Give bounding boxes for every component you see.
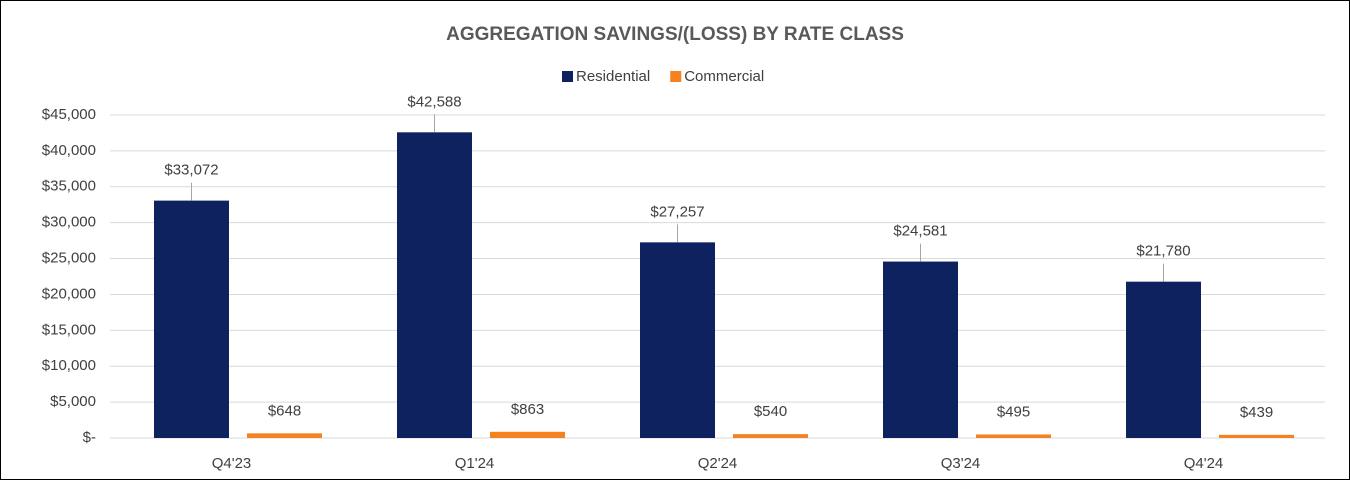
chart-title: AGGREGATION SAVINGS/(LOSS) BY RATE CLASS	[446, 24, 904, 45]
data-label: $648	[268, 402, 301, 419]
data-label: $33,072	[164, 162, 218, 179]
y-tick-label: $40,000	[42, 142, 96, 159]
legend-label: Commercial	[684, 68, 764, 85]
y-tick-label: $30,000	[42, 214, 96, 231]
legend-label: Residential	[576, 68, 650, 85]
data-label: $863	[511, 401, 544, 418]
data-label: $540	[754, 403, 787, 420]
y-tick-label: $35,000	[42, 178, 96, 195]
bar	[883, 261, 958, 438]
data-label: $439	[1240, 404, 1273, 421]
x-tick-label: Q3'24	[941, 455, 981, 472]
x-tick-label: Q1'24	[455, 455, 495, 472]
data-label: $24,581	[893, 223, 947, 240]
y-tick-label: $10,000	[42, 357, 96, 374]
data-label: $21,780	[1136, 243, 1190, 260]
bar	[640, 242, 715, 438]
bar	[1126, 281, 1201, 438]
data-label: $27,257	[650, 203, 704, 220]
y-tick-label: $-	[83, 429, 96, 446]
data-label: $42,588	[407, 93, 461, 110]
bar	[490, 431, 565, 438]
y-tick-label: $45,000	[42, 106, 96, 123]
y-tick-label: $15,000	[42, 321, 96, 338]
bar	[154, 200, 229, 438]
bar	[976, 434, 1051, 438]
y-tick-label: $20,000	[42, 285, 96, 302]
x-tick-label: Q4'24	[1184, 455, 1224, 472]
legend-swatch	[670, 71, 682, 82]
bar	[1219, 434, 1294, 438]
y-tick-label: $25,000	[42, 250, 96, 267]
x-tick-label: Q4'23	[212, 455, 252, 472]
y-tick-label: $5,000	[50, 393, 96, 410]
bar	[733, 434, 808, 438]
bar	[397, 132, 472, 438]
data-label: $495	[997, 403, 1030, 420]
x-tick-label: Q2'24	[698, 455, 738, 472]
legend-swatch	[562, 71, 573, 82]
bar	[247, 433, 322, 438]
